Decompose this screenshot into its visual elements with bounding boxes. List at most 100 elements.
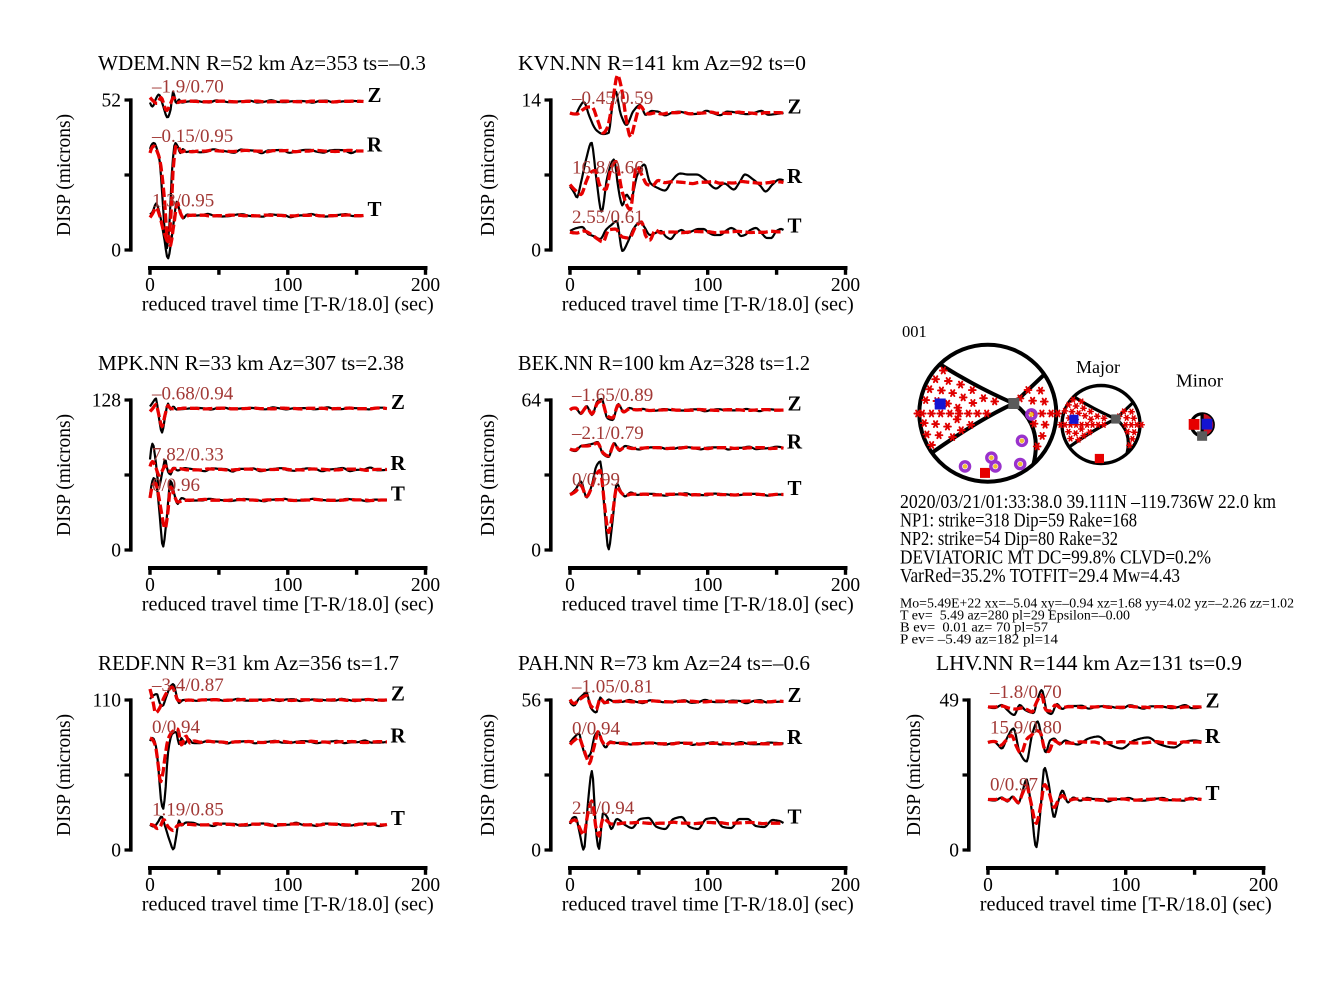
svg-text:Z: Z <box>391 682 405 706</box>
svg-text:0: 0 <box>111 541 121 562</box>
svg-text:7.82/0.33: 7.82/0.33 <box>152 445 224 466</box>
svg-text:DEVIATORIC MT DC=99.8% CLVD=0.: DEVIATORIC MT DC=99.8% CLVD=0.2% <box>900 548 1211 569</box>
svg-text:T: T <box>787 476 801 500</box>
svg-text:Mo=5.49E+22 xx=–5.04 xy=–0.94: Mo=5.49E+22 xx=–5.04 xy=–0.94 xz=1.68 yy… <box>900 597 1294 612</box>
svg-text:15.9/0.80: 15.9/0.80 <box>990 718 1062 739</box>
svg-text:reduced travel time [T-R/18.0]: reduced travel time [T-R/18.0] (sec) <box>562 895 854 916</box>
svg-text:T: T <box>391 806 405 830</box>
svg-text:16.8/0.66: 16.8/0.66 <box>572 158 644 179</box>
svg-text:0: 0 <box>145 575 155 596</box>
svg-text:200: 200 <box>411 875 440 896</box>
svg-text:DISP (microns): DISP (microns) <box>904 714 925 836</box>
svg-text:200: 200 <box>411 575 440 596</box>
svg-text:200: 200 <box>411 275 440 296</box>
svg-text:100: 100 <box>273 275 302 296</box>
svg-text:REDF.NN R=31 km Az=356 ts=1.7: REDF.NN R=31 km Az=356 ts=1.7 <box>98 651 399 675</box>
svg-text:DISP (microns): DISP (microns) <box>478 714 499 836</box>
svg-text:T ev= 5.49 az=280 pl=29 Epsil: T ev= 5.49 az=280 pl=29 Epsilon=–0.00 <box>900 609 1130 624</box>
svg-text:NP1: strike=318 Dip=59 Rake=16: NP1: strike=318 Dip=59 Rake=168 <box>900 511 1137 532</box>
svg-text:R: R <box>787 164 803 188</box>
svg-text:DISP (microns): DISP (microns) <box>54 414 75 536</box>
svg-text:LHV.NN R=144 km Az=131 ts=0.9: LHV.NN R=144 km Az=131 ts=0.9 <box>936 651 1242 675</box>
svg-text:0/0.97: 0/0.97 <box>990 775 1038 796</box>
svg-text:–3.4/0.87: –3.4/0.87 <box>151 675 224 696</box>
svg-text:T: T <box>1205 781 1219 805</box>
svg-text:100: 100 <box>1111 875 1140 896</box>
svg-text:Major: Major <box>1076 357 1120 377</box>
svg-text:200: 200 <box>831 275 860 296</box>
svg-text:Z: Z <box>391 390 405 414</box>
svg-text:2020/03/21/01:33:38.0 39.111N: 2020/03/21/01:33:38.0 39.111N –119.736W … <box>900 492 1276 513</box>
svg-text:reduced travel time [T-R/18.0]: reduced travel time [T-R/18.0] (sec) <box>142 895 434 916</box>
svg-text:reduced travel time [T-R/18.0]: reduced travel time [T-R/18.0] (sec) <box>562 295 854 316</box>
svg-text:T: T <box>787 805 801 829</box>
svg-text:0: 0 <box>531 241 541 262</box>
svg-text:0: 0 <box>145 875 155 896</box>
svg-text:0/0.94: 0/0.94 <box>152 717 201 738</box>
svg-text:–0.15/0.95: –0.15/0.95 <box>151 126 233 147</box>
svg-text:–1.9/0.70: –1.9/0.70 <box>151 77 224 98</box>
svg-text:–0.68/0.94: –0.68/0.94 <box>151 384 234 405</box>
svg-text:T: T <box>787 214 801 238</box>
svg-text:DISP (microns): DISP (microns) <box>478 114 499 236</box>
svg-text:200: 200 <box>1249 875 1278 896</box>
svg-text:T: T <box>367 197 381 221</box>
svg-text:–1.05/0.81: –1.05/0.81 <box>571 677 653 698</box>
svg-text:0: 0 <box>565 875 575 896</box>
svg-text:–0.45/0.59: –0.45/0.59 <box>571 88 653 109</box>
svg-text:0: 0 <box>949 841 959 862</box>
svg-text:Z: Z <box>787 392 801 416</box>
svg-text:001: 001 <box>902 322 927 341</box>
svg-text:DISP (microns): DISP (microns) <box>54 714 75 836</box>
svg-text:R: R <box>390 451 406 475</box>
svg-text:R: R <box>787 430 803 454</box>
svg-text:200: 200 <box>831 575 860 596</box>
svg-text:0: 0 <box>111 241 121 262</box>
svg-text:100: 100 <box>693 875 722 896</box>
svg-text:100: 100 <box>273 575 302 596</box>
svg-text:reduced travel time [T-R/18.0]: reduced travel time [T-R/18.0] (sec) <box>562 595 854 616</box>
svg-text:R: R <box>787 725 803 749</box>
svg-text:64: 64 <box>522 391 542 412</box>
svg-text:reduced travel time [T-R/18.0]: reduced travel time [T-R/18.0] (sec) <box>142 595 434 616</box>
svg-text:0: 0 <box>531 541 541 562</box>
svg-text:100: 100 <box>273 875 302 896</box>
svg-text:–1.65/0.89: –1.65/0.89 <box>571 385 653 406</box>
svg-text:MPK.NN R=33 km Az=307 ts=2.38: MPK.NN R=33 km Az=307 ts=2.38 <box>98 351 404 375</box>
svg-text:–2.1/0.79: –2.1/0.79 <box>571 423 644 444</box>
svg-text:14: 14 <box>522 91 542 112</box>
svg-text:reduced travel time [T-R/18.0]: reduced travel time [T-R/18.0] (sec) <box>142 295 434 316</box>
svg-text:52: 52 <box>102 91 122 112</box>
svg-text:Z: Z <box>787 683 801 707</box>
svg-text:0: 0 <box>111 841 121 862</box>
svg-text:NP2: strike=54 Dip=80 Rake=32: NP2: strike=54 Dip=80 Rake=32 <box>900 529 1118 550</box>
svg-text:0: 0 <box>565 575 575 596</box>
svg-text:Z: Z <box>1205 689 1219 713</box>
svg-text:R: R <box>367 133 383 157</box>
svg-text:DISP (microns): DISP (microns) <box>478 414 499 536</box>
svg-text:P ev= –5.49 az=182 pl=14: P ev= –5.49 az=182 pl=14 <box>900 633 1058 648</box>
svg-text:0/0.99: 0/0.99 <box>572 470 620 491</box>
svg-text:R: R <box>1205 724 1221 748</box>
svg-text:VarRed=35.2% TOTFIT=29.4 Mw=4.: VarRed=35.2% TOTFIT=29.4 Mw=4.43 <box>900 566 1180 587</box>
svg-text:0: 0 <box>565 275 575 296</box>
svg-text:128: 128 <box>92 391 121 412</box>
svg-text:Z: Z <box>787 95 801 119</box>
svg-text:100: 100 <box>693 275 722 296</box>
svg-text:200: 200 <box>831 875 860 896</box>
svg-text:2.55/0.61: 2.55/0.61 <box>572 207 644 228</box>
svg-text:R: R <box>390 724 406 748</box>
svg-text:0: 0 <box>531 841 541 862</box>
svg-text:2.1/0.94: 2.1/0.94 <box>572 798 635 819</box>
svg-text:0/0.94: 0/0.94 <box>572 719 621 740</box>
svg-text:Minor: Minor <box>1176 371 1223 391</box>
svg-text:–1.8/0.70: –1.8/0.70 <box>989 682 1062 703</box>
svg-text:reduced travel time [T-R/18.0]: reduced travel time [T-R/18.0] (sec) <box>980 895 1272 916</box>
svg-text:T: T <box>391 482 405 506</box>
svg-text:BEK.NN R=100 km Az=328 ts=1.2: BEK.NN R=100 km Az=328 ts=1.2 <box>518 351 810 375</box>
svg-text:0/0.96: 0/0.96 <box>152 475 200 496</box>
svg-text:PAH.NN R=73 km Az=24 ts=–0.6: PAH.NN R=73 km Az=24 ts=–0.6 <box>518 651 810 675</box>
svg-text:0: 0 <box>145 275 155 296</box>
svg-text:56: 56 <box>522 691 542 712</box>
svg-text:DISP (microns): DISP (microns) <box>54 114 75 236</box>
